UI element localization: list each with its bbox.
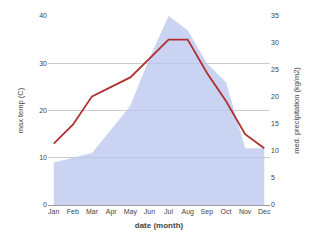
svg-text:35: 35: [271, 12, 279, 19]
svg-text:Nov: Nov: [239, 208, 252, 215]
svg-text:date (month): date (month): [135, 221, 184, 230]
svg-text:25: 25: [271, 66, 279, 73]
svg-text:Sep: Sep: [201, 208, 214, 216]
svg-text:30: 30: [39, 60, 47, 67]
svg-text:20: 20: [39, 107, 47, 114]
svg-text:Jan: Jan: [48, 208, 59, 215]
svg-text:5: 5: [271, 174, 275, 181]
svg-text:May: May: [124, 208, 138, 216]
svg-text:Oct: Oct: [221, 208, 232, 215]
svg-text:Dec: Dec: [258, 208, 271, 215]
svg-text:40: 40: [39, 12, 47, 19]
svg-text:20: 20: [271, 93, 279, 100]
svg-text:0: 0: [43, 201, 47, 208]
svg-text:Jun: Jun: [144, 208, 155, 215]
svg-text:15: 15: [271, 120, 279, 127]
svg-text:Jul: Jul: [164, 208, 173, 215]
svg-text:0: 0: [271, 201, 275, 208]
svg-text:10: 10: [39, 154, 47, 161]
svg-text:10: 10: [271, 147, 279, 154]
svg-text:Apr: Apr: [106, 208, 118, 216]
svg-text:Feb: Feb: [67, 208, 79, 215]
svg-text:med. precipitation (kg/m2): med. precipitation (kg/m2): [292, 67, 301, 154]
svg-text:Aug: Aug: [181, 208, 194, 216]
svg-text:max temp (C): max temp (C): [16, 87, 25, 133]
svg-text:Mar: Mar: [86, 208, 99, 215]
svg-text:30: 30: [271, 39, 279, 46]
